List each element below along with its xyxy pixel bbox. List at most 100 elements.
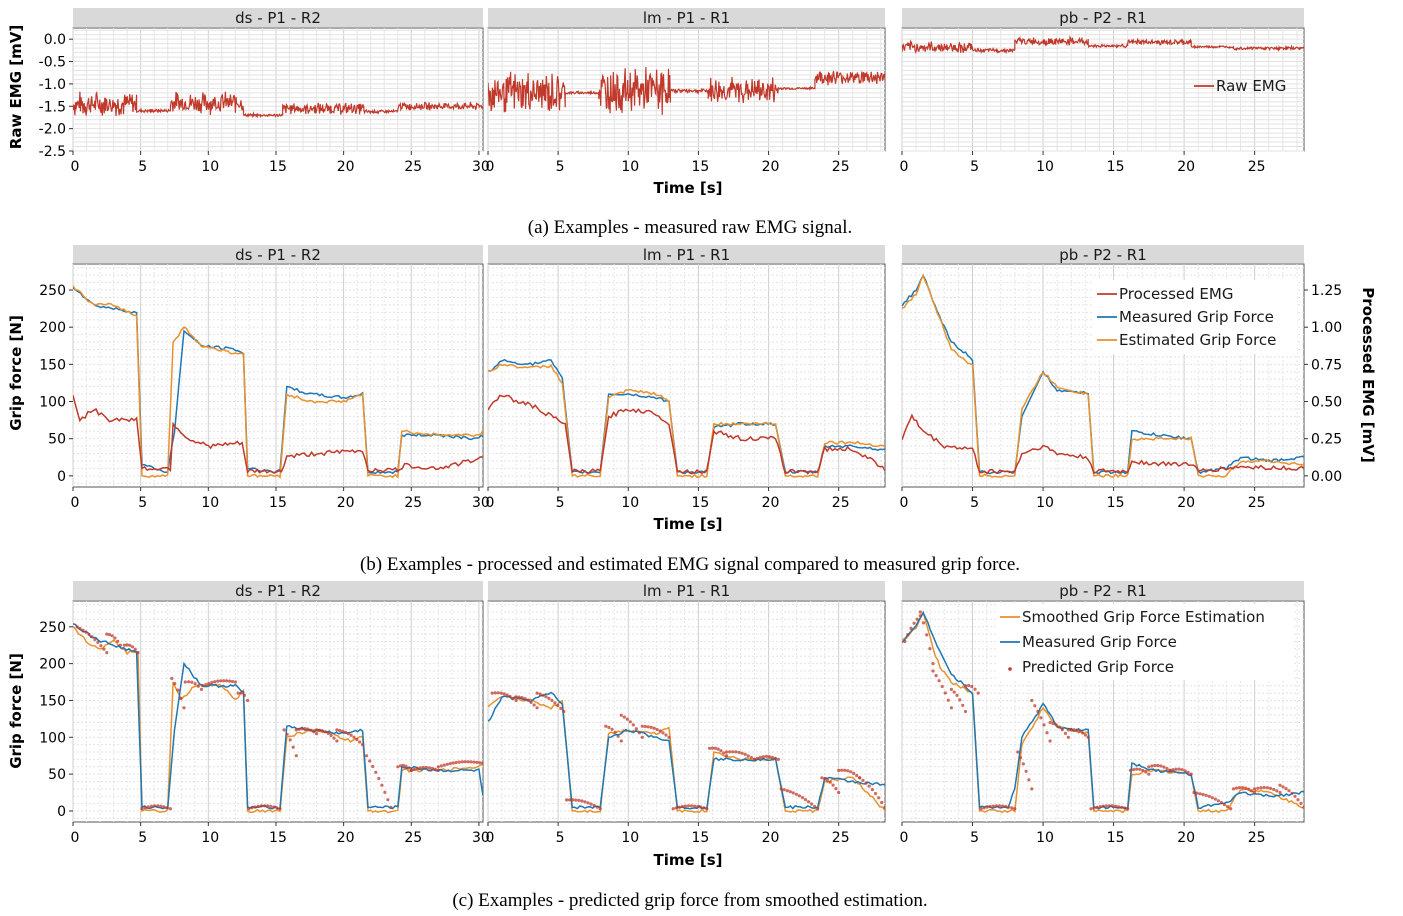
x-tick-label: 5 xyxy=(970,159,979,175)
predicted-point xyxy=(598,807,602,811)
panel-title: lm - P1 - R1 xyxy=(643,582,730,600)
predicted-point xyxy=(99,644,103,648)
predicted-point xyxy=(1033,704,1037,708)
predicted-point xyxy=(159,804,163,808)
series-processed-emg xyxy=(73,395,483,474)
y-right-tick-label: 0.50 xyxy=(1311,395,1342,411)
series-raw-emg xyxy=(488,66,885,115)
predicted-point xyxy=(1007,805,1011,809)
predicted-point xyxy=(906,633,910,637)
predicted-point xyxy=(259,804,263,808)
predicted-point xyxy=(224,679,229,683)
predicted-point xyxy=(219,679,223,683)
predicted-point xyxy=(1080,731,1085,735)
series-group xyxy=(902,35,1304,55)
predicted-point xyxy=(365,754,369,758)
predicted-point xyxy=(306,727,310,731)
predicted-point xyxy=(346,732,350,736)
predicted-point xyxy=(105,632,109,636)
predicted-point xyxy=(1287,789,1291,793)
predicted-point xyxy=(849,770,853,774)
x-tick-label: 25 xyxy=(1248,159,1266,175)
predicted-point xyxy=(193,682,197,686)
predicted-point xyxy=(1060,728,1064,732)
predicted-point xyxy=(478,761,482,765)
predicted-point xyxy=(213,680,217,684)
y-tick-label: 250 xyxy=(39,283,66,299)
predicted-point xyxy=(1174,767,1178,771)
predicted-point xyxy=(740,751,744,755)
predicted-point xyxy=(143,806,147,810)
predicted-point xyxy=(396,765,400,769)
predicted-point xyxy=(568,798,572,802)
predicted-point xyxy=(1132,768,1136,772)
predicted-point xyxy=(928,647,932,651)
predicted-point xyxy=(674,806,678,810)
legend-entry: Predicted Grip Force xyxy=(1022,658,1174,676)
predicted-point xyxy=(1024,769,1028,773)
panel-title: pb - P2 - R1 xyxy=(1059,246,1147,264)
predicted-point xyxy=(300,727,304,731)
predicted-point xyxy=(752,757,757,762)
predicted-point xyxy=(1042,723,1046,727)
x-tick-label: 30 xyxy=(472,159,490,175)
predicted-point xyxy=(541,693,545,697)
predicted-point xyxy=(1168,768,1172,773)
predicted-point xyxy=(963,709,968,714)
x-tick-label: 0 xyxy=(71,830,80,846)
predicted-point xyxy=(958,698,962,702)
predicted-point xyxy=(877,796,881,800)
predicted-point xyxy=(931,662,935,666)
predicted-point xyxy=(758,755,763,759)
panel-strip xyxy=(488,8,885,27)
y-tick-label: 0.0 xyxy=(44,32,66,48)
predicted-point xyxy=(1098,805,1102,809)
predicted-point xyxy=(767,755,772,759)
predicted-point xyxy=(755,756,760,760)
predicted-point xyxy=(761,755,766,759)
predicted-point xyxy=(810,802,814,806)
x-tick-label: 15 xyxy=(1107,159,1125,175)
predicted-point xyxy=(1219,801,1224,805)
predicted-point xyxy=(502,692,506,696)
predicted-point xyxy=(1156,763,1160,768)
predicted-point xyxy=(294,754,298,758)
y-tick-label: 200 xyxy=(39,320,66,336)
predicted-point xyxy=(562,709,566,714)
predicted-point xyxy=(823,777,827,781)
predicted-point xyxy=(689,804,694,808)
predicted-point xyxy=(282,728,286,732)
x-tick-label: 0 xyxy=(486,495,495,511)
x-tick-label: 0 xyxy=(900,830,909,846)
series-group xyxy=(488,358,885,479)
predicted-point xyxy=(559,706,563,711)
predicted-point xyxy=(439,764,443,768)
predicted-point xyxy=(1177,767,1181,771)
y-tick-label: -1.5 xyxy=(39,99,66,115)
predicted-point xyxy=(532,703,536,707)
predicted-point xyxy=(1256,786,1260,790)
predicted-point xyxy=(619,739,623,743)
predicted-point xyxy=(187,680,191,684)
predicted-point xyxy=(949,687,954,692)
predicted-point xyxy=(526,698,530,702)
predicted-point xyxy=(880,800,884,805)
row-c: ds - P1 - R20 5 10 15 20 25 30050100150200250l… xyxy=(39,581,1305,846)
legend-2: Smoothed Grip Force Estimation Measured G… xyxy=(996,604,1292,680)
predicted-point xyxy=(710,746,715,750)
predicted-point xyxy=(1027,778,1031,782)
predicted-point xyxy=(113,636,117,640)
predicted-point xyxy=(445,762,449,766)
x-tick-label: 25 xyxy=(832,830,850,846)
plot-area xyxy=(72,27,484,152)
predicted-point xyxy=(1104,804,1108,808)
panel-strip xyxy=(902,581,1304,600)
series-group xyxy=(73,90,483,119)
panel-title: lm - P1 - R1 xyxy=(643,9,730,27)
predicted-point xyxy=(677,805,681,809)
predicted-point xyxy=(997,804,1002,808)
predicted-point xyxy=(699,805,703,809)
predicted-point xyxy=(368,759,372,763)
x-tick-label: 0 xyxy=(71,159,80,175)
predicted-point xyxy=(1183,769,1187,773)
